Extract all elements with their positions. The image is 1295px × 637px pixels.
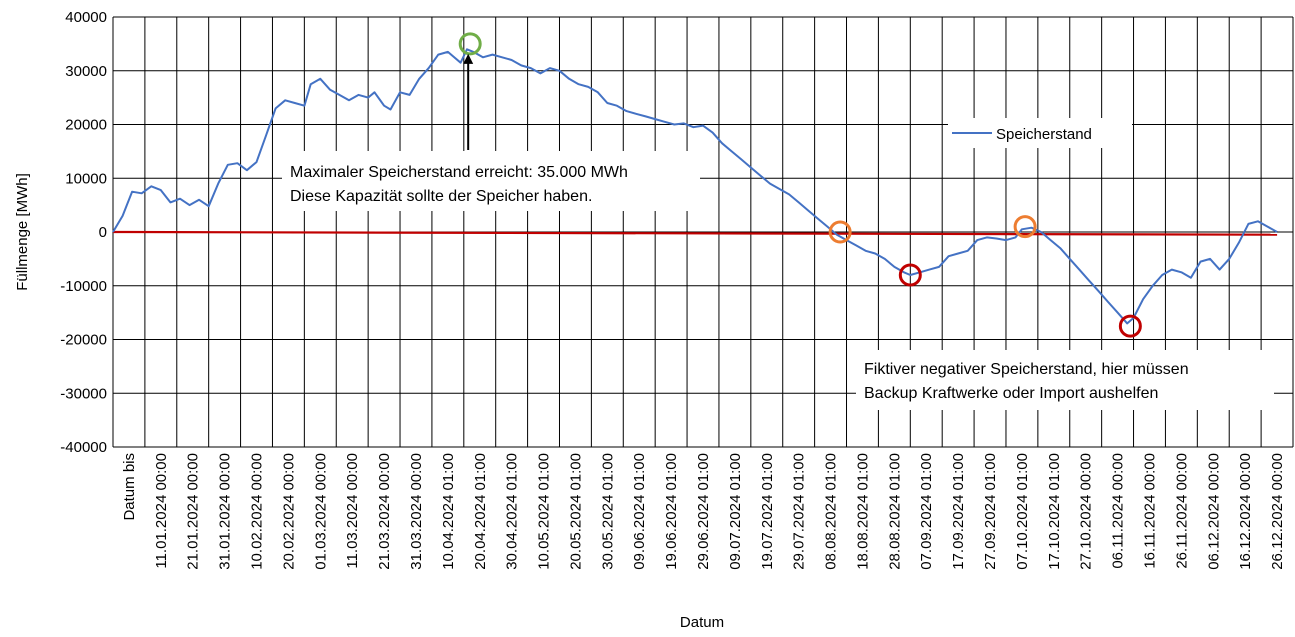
highlight-circle bbox=[1013, 215, 1037, 239]
x-tick-label: 01.03.2024 00:00 bbox=[312, 453, 329, 570]
series-lines bbox=[112, 48, 1278, 325]
legend: Speicherstand bbox=[948, 118, 1132, 148]
annotation-text: Diese Kapazität sollte der Speicher habe… bbox=[290, 188, 592, 205]
x-tick-label: 20.02.2024 00:00 bbox=[280, 453, 297, 570]
annotation-text: Maximaler Speicherstand erreicht: 35.000… bbox=[290, 164, 628, 181]
annotation-text: Backup Kraftwerke oder Import aushelfen bbox=[864, 385, 1158, 402]
x-tick-label: 29.07.2024 01:00 bbox=[791, 453, 808, 570]
x-tick-label: 26.12.2024 00:00 bbox=[1269, 453, 1286, 570]
x-tick-label: 11.03.2024 00:00 bbox=[344, 453, 361, 569]
x-tick-label: 26.11.2024 00:00 bbox=[1173, 453, 1190, 569]
x-tick-label: 21.03.2024 00:00 bbox=[376, 453, 393, 570]
x-tick-label: 07.10.2024 01:00 bbox=[1014, 453, 1031, 570]
highlight-circle bbox=[458, 32, 482, 56]
y-tick-label: 10000 bbox=[65, 170, 107, 187]
x-tick-label: 31.01.2024 00:00 bbox=[217, 453, 234, 570]
x-tick-label: 06.11.2024 00:00 bbox=[1110, 453, 1127, 569]
y-axis-ticks: 40000 30000 20000 10000 0 -10000 -20000 -30000 -… bbox=[60, 9, 107, 456]
annotation-box bbox=[282, 151, 700, 211]
y-tick-label: 20000 bbox=[65, 117, 107, 134]
annotation-box bbox=[856, 350, 1274, 410]
annotations: Maximaler Speicherstand erreicht: 35.000… bbox=[282, 53, 1274, 410]
x-tick-label: 27.10.2024 00:00 bbox=[1078, 453, 1095, 570]
x-tick-label: 31.03.2024 00:00 bbox=[408, 453, 425, 570]
x-tick-label: 17.10.2024 01:00 bbox=[1046, 453, 1063, 570]
series-line-speicherstand bbox=[112, 48, 1278, 325]
y-axis-label: Füllmenge [MWh] bbox=[14, 173, 31, 291]
x-tick-label: Datum bis bbox=[121, 453, 138, 521]
highlight-markers bbox=[458, 32, 1142, 338]
x-tick-label: 17.09.2024 01:00 bbox=[950, 453, 967, 570]
x-tick-label: 18.08.2024 01:00 bbox=[854, 453, 871, 570]
x-tick-label: 27.09.2024 01:00 bbox=[982, 453, 999, 570]
x-tick-label: 19.06.2024 01:00 bbox=[663, 453, 680, 570]
y-tick-label: -20000 bbox=[60, 332, 107, 349]
zero-reference-line bbox=[112, 230, 1278, 236]
y-tick-label: 0 bbox=[99, 224, 107, 241]
x-tick-label: 20.04.2024 01:00 bbox=[472, 453, 489, 570]
y-tick-label: -30000 bbox=[60, 385, 107, 402]
x-tick-label: 10.02.2024 00:00 bbox=[249, 453, 266, 570]
x-tick-label: 30.05.2024 01:00 bbox=[599, 453, 616, 570]
x-tick-label: 09.07.2024 01:00 bbox=[727, 453, 744, 570]
x-tick-label: 07.09.2024 01:00 bbox=[918, 453, 935, 570]
y-tick-label: -40000 bbox=[60, 439, 107, 456]
highlight-circle bbox=[898, 263, 922, 287]
x-axis-label: Datum bbox=[680, 614, 724, 631]
x-axis-ticks: Datum bis 11.01.2024 00:00 21.01.2024 00:0… bbox=[121, 453, 1286, 570]
highlight-circle bbox=[828, 220, 852, 244]
x-tick-label: 21.01.2024 00:00 bbox=[185, 453, 202, 570]
y-tick-label: -10000 bbox=[60, 278, 107, 295]
highlight-circle bbox=[1118, 314, 1142, 338]
x-tick-label: 09.06.2024 01:00 bbox=[631, 453, 648, 570]
x-tick-label: 28.08.2024 01:00 bbox=[886, 453, 903, 570]
x-tick-label: 20.05.2024 01:00 bbox=[567, 453, 584, 570]
x-tick-label: 29.06.2024 01:00 bbox=[695, 453, 712, 570]
x-tick-label: 10.05.2024 01:00 bbox=[536, 453, 553, 570]
legend-label: Speicherstand bbox=[996, 126, 1092, 143]
x-tick-label: 10.04.2024 01:00 bbox=[440, 453, 457, 570]
x-tick-label: 30.04.2024 01:00 bbox=[504, 453, 521, 570]
x-tick-label: 16.12.2024 00:00 bbox=[1237, 453, 1254, 570]
x-tick-label: 08.08.2024 01:00 bbox=[823, 453, 840, 570]
y-tick-label: 30000 bbox=[65, 63, 107, 80]
y-tick-label: 40000 bbox=[65, 9, 107, 26]
max-arrow-head bbox=[463, 53, 474, 64]
x-tick-label: 19.07.2024 01:00 bbox=[759, 453, 776, 570]
annotation-text: Fiktiver negativer Speicherstand, hier m… bbox=[864, 361, 1189, 378]
x-tick-label: 06.12.2024 00:00 bbox=[1205, 453, 1222, 570]
x-tick-label: 16.11.2024 00:00 bbox=[1141, 453, 1158, 569]
x-tick-label: 11.01.2024 00:00 bbox=[153, 453, 170, 569]
